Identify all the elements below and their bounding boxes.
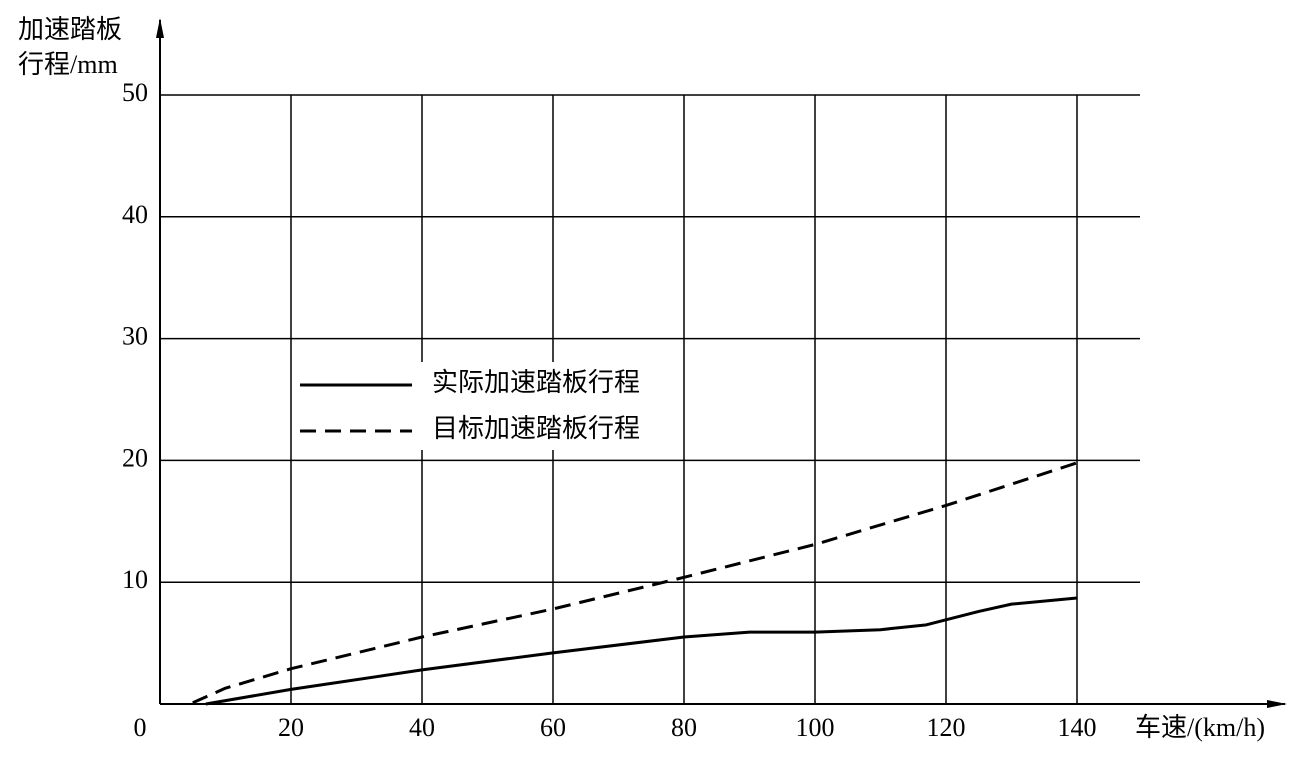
x-axis-label: 车速/(km/h) <box>1135 713 1265 742</box>
y-tick-label: 50 <box>122 78 148 107</box>
legend-label: 实际加速踏板行程 <box>432 368 640 397</box>
x-tick-label: 100 <box>796 713 835 742</box>
x-tick-label: 20 <box>278 713 304 742</box>
y-tick-label: 30 <box>122 322 148 351</box>
x-tick-label: 40 <box>409 713 435 742</box>
y-tick-label: 10 <box>122 565 148 594</box>
x-tick-label: 120 <box>927 713 966 742</box>
y-tick-label: 40 <box>122 200 148 229</box>
x-tick-label: 80 <box>671 713 697 742</box>
data-line <box>205 596 1078 706</box>
legend-label: 目标加速踏板行程 <box>432 414 640 443</box>
y-tick-label: 20 <box>122 443 148 472</box>
x-tick-label: 60 <box>540 713 566 742</box>
x-tick-label: 0 <box>134 713 147 742</box>
y-axis-label: 加速踏板 <box>18 15 122 44</box>
y-axis-label: 行程/mm <box>18 50 118 79</box>
x-tick-label: 140 <box>1058 713 1097 742</box>
data-line <box>192 461 1078 705</box>
legend-box <box>292 362 682 450</box>
